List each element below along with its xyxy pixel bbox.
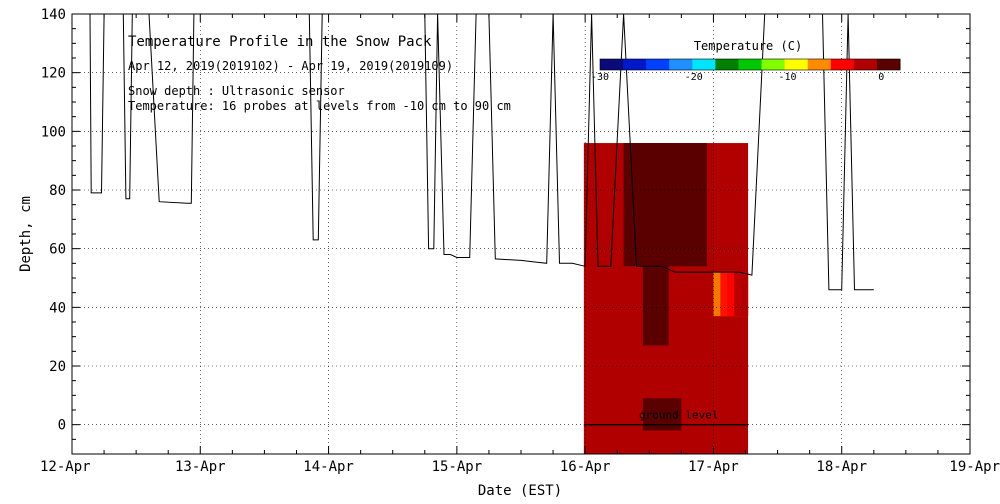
heatmap-core [642, 143, 669, 346]
chart-date-range: Apr 12, 2019(2019102) - Apr 19, 2019(201… [128, 59, 453, 73]
colorbar-swatch [646, 59, 670, 70]
y-tick-label: 60 [49, 242, 66, 258]
y-tick-label: 120 [41, 66, 66, 82]
heatmap-edge-band [741, 272, 749, 317]
colorbar-tick-label: -30 [591, 72, 609, 83]
colorbar-swatch [784, 59, 809, 70]
colorbar: Temperature (C) -30 -20 -10 0 [591, 39, 901, 83]
temperature-heatmap [583, 143, 749, 455]
colorbar-tick-label: 0 [878, 72, 884, 83]
colorbar-swatch [738, 59, 763, 70]
colorbar-swatch [600, 59, 624, 70]
ground-level: ground level [583, 409, 749, 426]
x-tick-label: 12-Apr [40, 459, 91, 475]
colorbar-swatch [830, 59, 855, 70]
x-tick-label: 14-Apr [303, 459, 354, 475]
colorbar-swatch [761, 59, 786, 70]
x-tick-label: 16-Apr [560, 459, 611, 475]
colorbar-swatch [876, 59, 901, 70]
x-tick-label: 13-Apr [175, 459, 226, 475]
colorbar-frame [599, 58, 901, 71]
colorbar-swatch [853, 59, 878, 70]
y-tick-label: 140 [41, 7, 66, 23]
colorbar-tick-label: -10 [778, 72, 796, 83]
chart-note-temperature: Temperature: 16 probes at levels from -1… [128, 99, 511, 113]
colorbar-swatch [715, 59, 739, 70]
x-tick-label: 18-Apr [816, 459, 867, 475]
colorbar-tick-label: -20 [685, 72, 703, 83]
y-axis-label: Depth, cm [18, 196, 34, 272]
snow-depth-series [72, 13, 874, 291]
y-tick-label: 20 [49, 359, 66, 375]
colorbar-swatch [623, 59, 647, 70]
colorbar-swatch [692, 59, 716, 70]
chart-note-snow-depth: Snow depth : Ultrasonic sensor [128, 84, 345, 98]
y-tick-label: 40 [49, 300, 66, 316]
x-tick-label: 15-Apr [432, 459, 483, 475]
x-tick-label: 17-Apr [688, 459, 739, 475]
ground-level-label: ground level [639, 409, 718, 422]
y-tick-label: 0 [58, 418, 66, 434]
x-tick-label: 19-Apr [949, 459, 1000, 475]
colorbar-swatch [669, 59, 693, 70]
snow-depth-line [72, 13, 874, 291]
y-tick-label: 100 [41, 124, 66, 140]
colorbar-label: Temperature (C) [694, 39, 802, 53]
colorbar-swatch [807, 59, 832, 70]
x-axis-label: Date (EST) [478, 483, 562, 499]
y-tick-label: 80 [49, 183, 66, 199]
axes: 0 20 40 60 80 100 120 140 12-Apr 13-Apr 14-Apr 15-A… [40, 7, 1000, 475]
chart-title: Temperature Profile in the Snow Pack [128, 34, 432, 50]
